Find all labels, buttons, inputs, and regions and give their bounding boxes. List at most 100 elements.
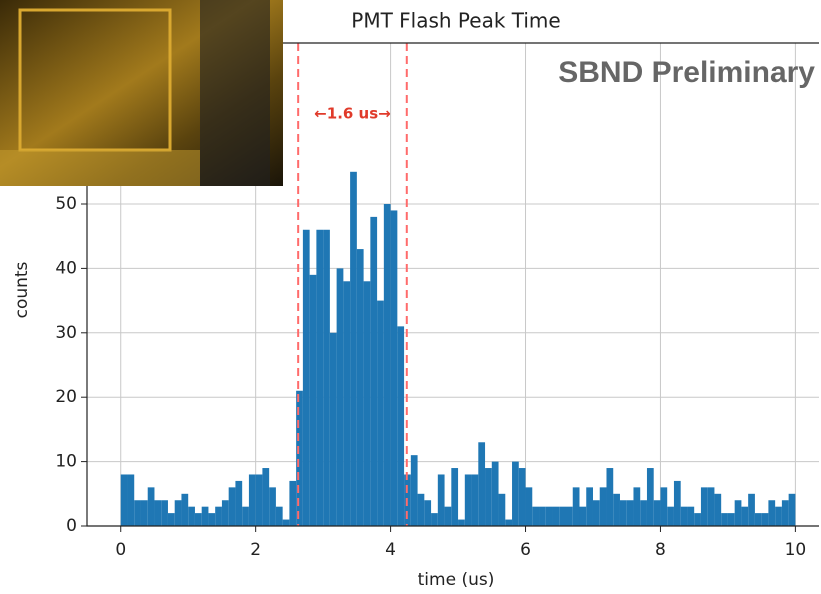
y-tick-label: 50 [55, 194, 77, 214]
bar [269, 487, 276, 526]
inset-photo [0, 0, 283, 186]
x-tick-label: 4 [385, 540, 396, 560]
bar [383, 204, 391, 526]
y-tick-label: 30 [55, 323, 77, 343]
bar [721, 513, 728, 526]
bar [140, 500, 148, 526]
x-tick-label: 8 [655, 540, 666, 560]
bar [694, 513, 701, 526]
bar [781, 500, 789, 526]
bar [498, 493, 506, 526]
y-tick-label: 10 [55, 452, 77, 472]
bar [302, 229, 310, 526]
bar [478, 442, 486, 526]
bar [687, 506, 695, 526]
y-tick-label: 0 [66, 516, 77, 536]
bar [410, 455, 418, 526]
bar [761, 513, 769, 526]
bar [707, 487, 715, 526]
bar [545, 506, 553, 526]
bar [242, 506, 249, 526]
bar [539, 506, 546, 526]
bar [208, 513, 216, 526]
bar [525, 487, 533, 526]
bar [262, 468, 270, 526]
bar [775, 506, 782, 526]
bar [390, 210, 398, 526]
bar [471, 474, 479, 526]
annotation: ←1.6 us→ [314, 105, 391, 123]
bar [309, 274, 317, 526]
bar [680, 506, 688, 526]
bar [458, 519, 465, 526]
bar [586, 487, 593, 526]
bar [296, 390, 303, 526]
bar [248, 474, 256, 526]
photo-detail [200, 0, 270, 186]
watermark: SBND Preliminary [558, 56, 815, 89]
bar [640, 500, 647, 526]
bar [734, 500, 742, 526]
bar [532, 506, 540, 526]
bar [572, 487, 580, 526]
bar [174, 500, 182, 526]
bar [350, 171, 357, 527]
bar [167, 513, 175, 526]
bar [660, 487, 668, 526]
bar [343, 281, 351, 526]
x-axis-label: time (us) [418, 570, 495, 590]
bar [363, 281, 371, 526]
photo-detail [0, 150, 200, 186]
bar [147, 487, 155, 526]
bar [424, 500, 432, 526]
bar [127, 474, 135, 526]
bar [289, 480, 297, 526]
bar [255, 474, 263, 526]
bar [120, 474, 128, 526]
bar [768, 500, 776, 526]
bar [370, 216, 378, 526]
bar [397, 326, 405, 526]
bar [626, 500, 634, 526]
plot-area: 0 2 4 6 8 10 0 10 20 30 40 50 ←1.6 us→ [55, 42, 819, 560]
bar [667, 506, 674, 526]
x-tick-label: 10 [785, 540, 807, 560]
x-tick-label: 6 [520, 540, 531, 560]
x-tick-label: 0 [115, 540, 126, 560]
bar [134, 500, 141, 526]
bar [228, 487, 236, 526]
bar [633, 487, 641, 526]
bar [512, 461, 519, 526]
bar [606, 468, 614, 526]
bar [275, 506, 283, 526]
bar [566, 506, 573, 526]
bar [592, 500, 600, 526]
bar [329, 332, 337, 526]
bar [336, 268, 344, 526]
bar [491, 461, 499, 526]
bar [417, 493, 425, 526]
bar [181, 493, 189, 526]
bar [505, 519, 513, 526]
y-axis-label: counts [12, 261, 32, 318]
bar [201, 506, 209, 526]
bar [235, 480, 243, 526]
y-tick-label: 20 [55, 387, 77, 407]
y-tick-label: 40 [55, 258, 77, 278]
bar [188, 506, 195, 526]
bar [316, 229, 324, 526]
bar [741, 506, 749, 526]
bar [485, 468, 492, 526]
bar [748, 493, 755, 526]
chart-title: PMT Flash Peak Time [351, 9, 560, 33]
bar [221, 500, 229, 526]
bar [673, 480, 681, 526]
bar [559, 506, 567, 526]
bar [215, 506, 222, 526]
bar [194, 513, 202, 526]
x-tick-label: 2 [250, 540, 261, 560]
bar [437, 474, 445, 526]
bar [323, 229, 330, 526]
bar [161, 500, 168, 526]
bar [599, 487, 607, 526]
